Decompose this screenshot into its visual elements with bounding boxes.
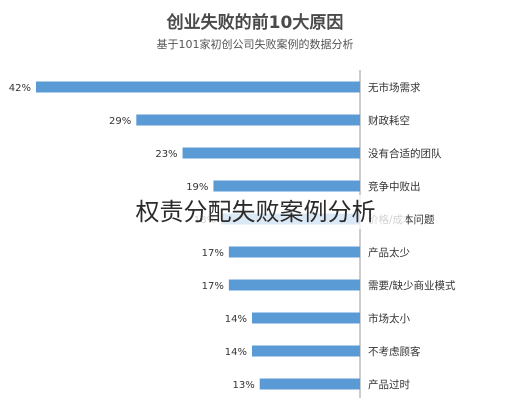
category-label: 无市场需求	[368, 81, 421, 94]
category-label: 市场太小	[368, 312, 410, 325]
bar	[182, 147, 360, 159]
bar	[228, 246, 360, 258]
value-label: 17%	[202, 248, 224, 259]
value-label: 29%	[109, 116, 131, 127]
category-label: 不考虑顾客	[368, 345, 421, 358]
bar	[259, 378, 360, 390]
category-label: 需要/缺少商业模式	[368, 279, 456, 292]
category-label: 产品过时	[368, 378, 410, 391]
bar	[252, 312, 360, 324]
overlay-caption: 权责分配失败案例分析	[105, 195, 406, 229]
bars-group: 42%无市场需求29%财政耗空23%没有合适的团队19%竞争中败出18%价格/成…	[9, 81, 456, 391]
value-label: 14%	[225, 347, 247, 358]
category-label: 竞争中败出	[368, 180, 421, 193]
value-label: 42%	[9, 83, 31, 94]
category-label: 没有合适的团队	[368, 147, 442, 160]
value-label: 13%	[232, 380, 254, 391]
bar	[36, 81, 360, 93]
chart-title: 创业失败的前10大原因	[166, 12, 344, 33]
bar	[228, 279, 360, 291]
value-label: 19%	[186, 182, 208, 193]
value-label: 23%	[155, 149, 177, 160]
bar	[252, 345, 360, 357]
category-label: 财政耗空	[368, 114, 410, 127]
category-label: 产品太少	[368, 246, 410, 259]
value-label: 14%	[225, 314, 247, 325]
chart-subtitle: 基于101家初创公司失败案例的数据分析	[157, 37, 354, 51]
value-label: 17%	[202, 281, 224, 292]
bar	[213, 180, 360, 192]
bar	[136, 114, 360, 126]
